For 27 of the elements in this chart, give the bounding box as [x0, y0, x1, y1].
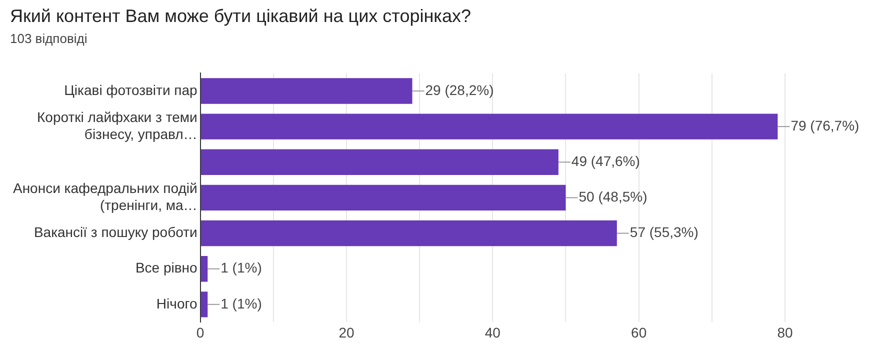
bar	[200, 114, 778, 140]
y-tick-label: Все рівно	[135, 260, 198, 276]
data-label: 1 (1%)	[220, 260, 262, 276]
data-label: 29 (28,2%)	[425, 82, 494, 98]
y-tick-label: Цікаві фотозвіти пар	[64, 82, 198, 98]
x-tick-label: 20	[338, 324, 354, 340]
x-tick-label: 80	[777, 324, 793, 340]
chart-title: Який контент Вам може бути цікавий на цих сторінках?	[10, 6, 471, 26]
data-label: 50 (48,5%)	[578, 188, 648, 205]
data-label: 79 (76,7%)	[790, 117, 860, 134]
y-tick-label: Вакансії з пошуку роботи	[34, 224, 198, 240]
y-tick-label: Анонси кафедральних подій (тренінги, ма…	[12, 180, 198, 213]
bar	[200, 220, 617, 246]
bar	[200, 256, 208, 282]
bar	[200, 149, 558, 175]
bar	[200, 78, 412, 104]
bar	[200, 292, 208, 318]
x-tick-label: 40	[484, 324, 501, 340]
data-label: 1 (1%)	[220, 295, 262, 312]
x-tick-label: 60	[631, 324, 647, 340]
data-label: 57 (55,3%)	[630, 224, 698, 240]
bar	[200, 184, 566, 211]
x-tick-label: 0	[196, 324, 204, 340]
text: 103 відповіді	[10, 30, 88, 46]
data-label: 49 (47,6%)	[571, 152, 640, 169]
y-tick-label: Короткі лайфхаки з теми бізнесу, управл…	[37, 109, 198, 142]
y-tick-label: Нічого	[156, 295, 198, 312]
